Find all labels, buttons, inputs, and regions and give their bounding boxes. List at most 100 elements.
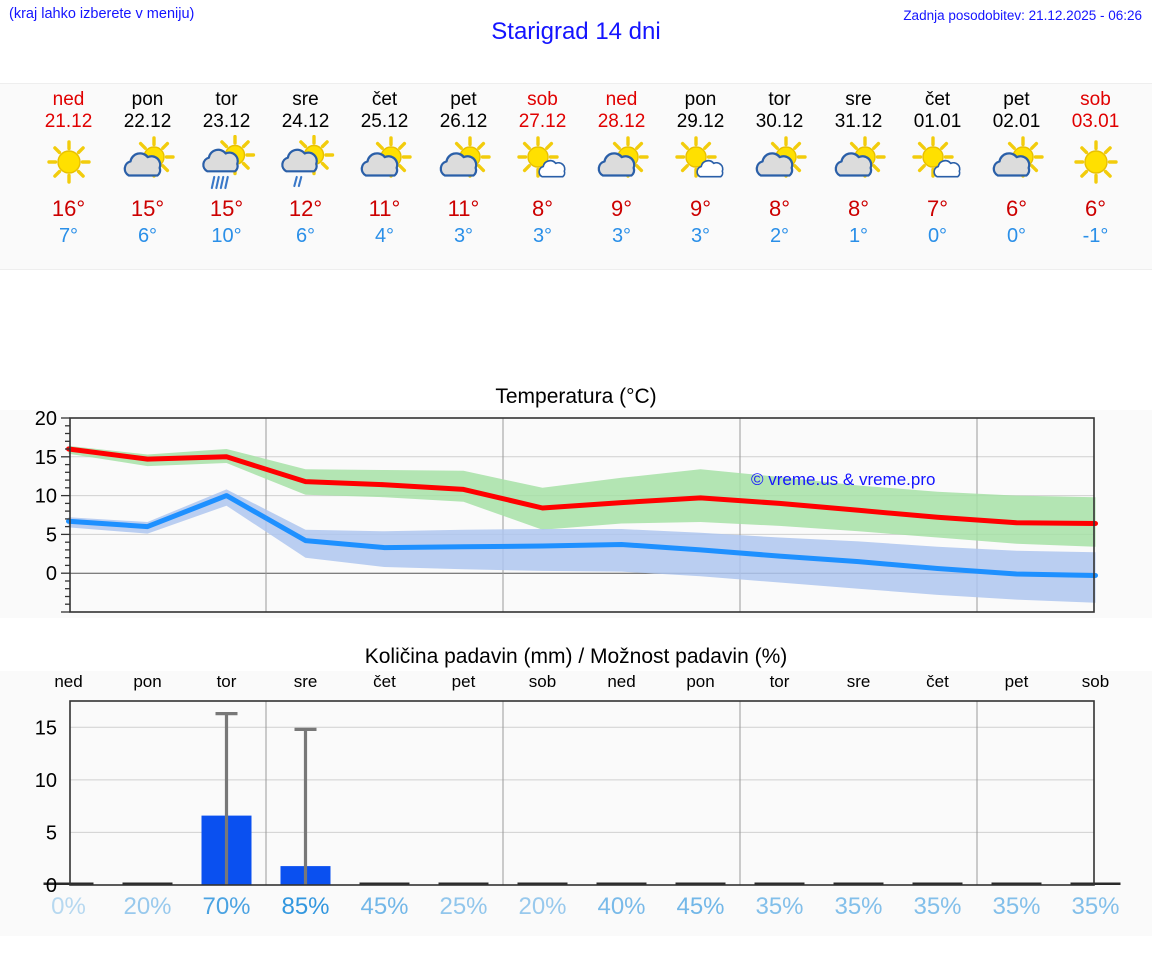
- day-of-week-label: pon: [131, 89, 164, 110]
- svg-text:10: 10: [35, 486, 57, 508]
- min-temperature-label: 0°: [927, 225, 948, 247]
- min-temperature-label: 3°: [611, 225, 632, 247]
- min-temperature-label: 3°: [532, 225, 553, 247]
- temperature-chart-title: Temperatura (°C): [495, 385, 657, 408]
- day-date-label: 23.12: [202, 111, 251, 132]
- precipitation-probability-label: 45%: [676, 893, 725, 920]
- day-of-week-label: ned: [605, 89, 638, 110]
- day-of-week-label: sre: [292, 89, 319, 110]
- day-date-label: 27.12: [518, 111, 567, 132]
- day-of-week-label: pet: [1003, 89, 1030, 110]
- precipitation-probability-label: 20%: [123, 893, 172, 920]
- sun-icon: [29, 135, 108, 193]
- forecast-day-column[interactable]: ned 21.12 16° 7°: [29, 84, 108, 269]
- precipitation-day-label: sob: [1081, 672, 1110, 691]
- svg-text:0: 0: [46, 563, 57, 585]
- forecast-day-column[interactable]: pon 22.12 15° 6°: [108, 84, 187, 269]
- sun-cloud-icon: [345, 135, 424, 193]
- forecast-day-column[interactable]: čet 25.12 11° 4°: [345, 84, 424, 269]
- day-date-label: 31.12: [834, 111, 883, 132]
- forecast-day-column[interactable]: pet 02.01 6° 0°: [977, 84, 1056, 269]
- day-date-label: 25.12: [360, 111, 409, 132]
- max-temperature-label: 11°: [368, 196, 401, 221]
- min-temperature-label: 6°: [137, 225, 158, 247]
- svg-text:15: 15: [35, 717, 57, 739]
- precipitation-day-label: sob: [528, 672, 557, 691]
- min-temperature-label: 3°: [690, 225, 711, 247]
- precipitation-probability-label: 70%: [202, 893, 251, 920]
- day-of-week-label: ned: [52, 89, 85, 110]
- page-header: (kraj lahko izberete v meniju) Starigrad…: [0, 0, 1152, 62]
- day-of-week-label: pon: [684, 89, 717, 110]
- day-date-label: 22.12: [123, 111, 172, 132]
- precipitation-probability-label: 35%: [992, 893, 1041, 920]
- day-date-label: 28.12: [597, 111, 646, 132]
- forecast-day-column[interactable]: tor 30.12 8° 2°: [740, 84, 819, 269]
- forecast-day-column[interactable]: ned 28.12 9° 3°: [582, 84, 661, 269]
- min-temperature-label: 3°: [453, 225, 474, 247]
- max-temperature-label: 16°: [51, 196, 86, 221]
- max-temperature-label: 15°: [209, 196, 244, 221]
- precipitation-day-label: pon: [686, 672, 715, 691]
- forecast-day-column[interactable]: sre 24.12 12° 6°: [266, 84, 345, 269]
- sun-icon: [1056, 135, 1135, 193]
- min-temperature-label: 6°: [295, 225, 316, 247]
- precipitation-probability-row: 0% 20% 70% 85% 45% 25% 20% 40% 45% 35% 35% 35% 35% 35…: [0, 893, 1152, 927]
- precipitation-day-label: pet: [451, 672, 476, 691]
- forecast-day-column[interactable]: sre 31.12 8° 1°: [819, 84, 898, 269]
- precipitation-chart-title: Količina padavin (mm) / Možnost padavin …: [364, 645, 788, 668]
- precipitation-probability-label: 85%: [281, 893, 330, 920]
- svg-text:10: 10: [35, 770, 57, 792]
- max-temperature-label: 15°: [130, 196, 165, 221]
- max-temperature-label: 6°: [1005, 196, 1028, 221]
- day-date-label: 02.01: [992, 111, 1041, 132]
- day-date-label: 26.12: [439, 111, 488, 132]
- sun-cloud-rain-heavy-icon: [187, 135, 266, 193]
- sun-cloud-icon: [977, 135, 1056, 193]
- forecast-day-column[interactable]: čet 01.01 7° 0°: [898, 84, 977, 269]
- day-of-week-label: sre: [845, 89, 872, 110]
- max-temperature-label: 8°: [531, 196, 554, 221]
- day-of-week-label: pet: [450, 89, 477, 110]
- precipitation-probability-label: 35%: [913, 893, 962, 920]
- max-temperature-label: 11°: [447, 196, 480, 221]
- precipitation-day-label: čet: [373, 672, 396, 691]
- precipitation-probability-label: 35%: [755, 893, 804, 920]
- sun-cloud-icon: [740, 135, 819, 193]
- svg-text:5: 5: [46, 524, 57, 546]
- precipitation-day-label: tor: [769, 672, 790, 691]
- day-date-label: 21.12: [44, 111, 93, 132]
- max-temperature-label: 8°: [768, 196, 791, 221]
- last-update-label: Zadnja posodobitev: 21.12.2025 - 06:26: [903, 8, 1142, 23]
- precipitation-day-label: čet: [926, 672, 949, 691]
- precipitation-probability-label: 35%: [834, 893, 883, 920]
- forecast-day-column[interactable]: sob 03.01 6° -1°: [1056, 84, 1135, 269]
- svg-text:20: 20: [35, 408, 57, 430]
- min-temperature-label: 1°: [848, 225, 869, 247]
- forecast-day-column[interactable]: tor 23.12 15° 10°: [187, 84, 266, 269]
- sun-cloud-icon: [108, 135, 187, 193]
- page-title: Starigrad 14 dni: [491, 18, 661, 45]
- precipitation-day-label: tor: [216, 672, 237, 691]
- precipitation-day-label: ned: [607, 672, 636, 691]
- location-hint: (kraj lahko izberete v meniju): [9, 6, 195, 22]
- svg-text:5: 5: [46, 822, 57, 844]
- precipitation-probability-label: 35%: [1071, 893, 1120, 920]
- sun-smallcloud-icon: [898, 135, 977, 193]
- max-temperature-label: 9°: [689, 196, 712, 221]
- precipitation-day-axis: ned pon tor sre čet pet sob ned pon tor sre čet pet s…: [0, 672, 1152, 698]
- forecast-day-column[interactable]: pon 29.12 9° 3°: [661, 84, 740, 269]
- day-of-week-label: čet: [371, 89, 398, 110]
- day-date-label: 30.12: [755, 111, 804, 132]
- max-temperature-label: 6°: [1084, 196, 1107, 221]
- svg-text:15: 15: [35, 447, 57, 469]
- min-temperature-label: 7°: [58, 225, 79, 247]
- forecast-day-column[interactable]: sob 27.12 8° 3°: [503, 84, 582, 269]
- precipitation-probability-label: 40%: [597, 893, 646, 920]
- precipitation-probability-label: 25%: [439, 893, 488, 920]
- sun-cloud-icon: [582, 135, 661, 193]
- day-of-week-label: čet: [924, 89, 951, 110]
- forecast-day-column[interactable]: pet 26.12 11° 3°: [424, 84, 503, 269]
- precipitation-plot: 0 5 10 15: [35, 700, 1121, 897]
- precipitation-day-label: sre: [293, 672, 318, 691]
